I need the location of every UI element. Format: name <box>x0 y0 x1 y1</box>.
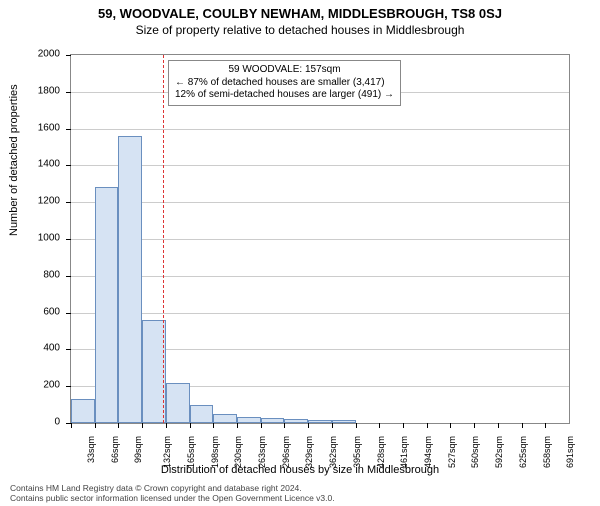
xtick-mark <box>71 423 72 428</box>
ytick-label: 600 <box>20 306 60 317</box>
xtick-mark <box>190 423 191 428</box>
xtick-mark <box>498 423 499 428</box>
gridline <box>71 313 569 314</box>
xtick-mark <box>379 423 380 428</box>
reference-line <box>163 55 164 423</box>
gridline <box>71 129 569 130</box>
histogram-bar <box>237 417 261 423</box>
ytick-mark <box>66 239 71 240</box>
ytick-mark <box>66 165 71 166</box>
y-axis-label: Number of detached properties <box>8 84 20 236</box>
histogram-bar <box>95 187 119 423</box>
annotation-line-1: 59 WOODVALE: 157sqm <box>175 64 394 77</box>
gridline <box>71 165 569 166</box>
xtick-mark <box>237 423 238 428</box>
ytick-mark <box>66 202 71 203</box>
histogram-bar <box>71 399 95 423</box>
ytick-mark <box>66 313 71 314</box>
xtick-mark <box>166 423 167 428</box>
chart-title-sub: Size of property relative to detached ho… <box>0 23 600 37</box>
ytick-label: 2000 <box>20 49 60 60</box>
xtick-mark <box>545 423 546 428</box>
ytick-label: 400 <box>20 343 60 354</box>
ytick-label: 800 <box>20 269 60 280</box>
chart-title-main: 59, WOODVALE, COULBY NEWHAM, MIDDLESBROU… <box>0 6 600 21</box>
gridline <box>71 239 569 240</box>
ytick-label: 0 <box>20 417 60 428</box>
annotation-box: 59 WOODVALE: 157sqm ← 87% of detached ho… <box>168 60 401 106</box>
histogram-bar <box>213 414 237 423</box>
ytick-mark <box>66 349 71 350</box>
annotation-line-3: 12% of semi-detached houses are larger (… <box>175 89 394 102</box>
gridline <box>71 276 569 277</box>
ytick-label: 1600 <box>20 122 60 133</box>
ytick-mark <box>66 276 71 277</box>
chart-area: 33sqm66sqm99sqm132sqm165sqm198sqm230sqm2… <box>70 54 570 424</box>
annotation-line-2: ← 87% of detached houses are smaller (3,… <box>175 77 394 90</box>
xtick-mark <box>522 423 523 428</box>
xtick-mark <box>95 423 96 428</box>
xtick-mark <box>427 423 428 428</box>
x-axis-label: Distribution of detached houses by size … <box>0 464 600 476</box>
xtick-mark <box>118 423 119 428</box>
plot-region: 33sqm66sqm99sqm132sqm165sqm198sqm230sqm2… <box>70 54 570 424</box>
histogram-bar <box>118 136 142 423</box>
xtick-mark <box>284 423 285 428</box>
ytick-mark <box>66 129 71 130</box>
histogram-bar <box>190 405 214 423</box>
xtick-mark <box>261 423 262 428</box>
xtick-mark <box>450 423 451 428</box>
xtick-label: 33sqm <box>86 436 96 463</box>
ytick-mark <box>66 92 71 93</box>
ytick-mark <box>66 55 71 56</box>
ytick-label: 200 <box>20 380 60 391</box>
xtick-label: 66sqm <box>110 436 120 463</box>
histogram-bar <box>284 419 308 423</box>
histogram-bar <box>261 418 285 423</box>
ytick-label: 1400 <box>20 159 60 170</box>
xtick-mark <box>403 423 404 428</box>
xtick-mark <box>356 423 357 428</box>
gridline <box>71 202 569 203</box>
xtick-mark <box>308 423 309 428</box>
ytick-label: 1800 <box>20 85 60 96</box>
footer-line-2: Contains public sector information licen… <box>10 493 335 503</box>
footer-line-1: Contains HM Land Registry data © Crown c… <box>10 483 335 493</box>
histogram-bar <box>332 420 356 423</box>
histogram-bar <box>166 383 190 423</box>
histogram-bar <box>308 420 332 423</box>
xtick-label: 99sqm <box>133 436 143 463</box>
xtick-mark <box>474 423 475 428</box>
xtick-mark <box>213 423 214 428</box>
ytick-label: 1200 <box>20 196 60 207</box>
ytick-mark <box>66 386 71 387</box>
xtick-mark <box>142 423 143 428</box>
ytick-label: 1000 <box>20 233 60 244</box>
xtick-mark <box>332 423 333 428</box>
